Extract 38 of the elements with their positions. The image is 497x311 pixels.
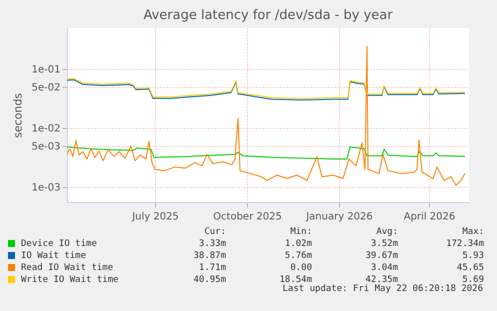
- text: 3.52m: [370, 238, 398, 250]
- text: 18.54m: [278, 274, 312, 285]
- legend-label: Write IO Wait time: [20, 274, 120, 286]
- text: Max:: [461, 226, 484, 238]
- text: Min:: [289, 226, 312, 238]
- text: 5.93: [461, 250, 484, 262]
- line-series: [67, 46, 466, 186]
- text: 45.65: [456, 262, 484, 274]
- text: 3.33m: [198, 238, 226, 250]
- text: 5.69: [461, 274, 484, 285]
- y-tick-label: 1e-01: [32, 64, 60, 76]
- text: 0.00: [289, 262, 312, 274]
- x-tick-label: October 2025: [213, 212, 282, 222]
- text: 40.95m: [192, 274, 226, 286]
- text: 39.67m: [364, 250, 398, 262]
- chart-title: Average latency for /dev/sda - by year: [143, 8, 394, 23]
- y-tick-label: 5e-03: [32, 141, 60, 152]
- text: 172.34m: [445, 238, 484, 250]
- text: 1.71m: [198, 262, 226, 274]
- legend-label: IO Wait time: [20, 250, 88, 262]
- y-axis-title: seconds: [12, 92, 25, 138]
- text: Cur:: [203, 226, 226, 238]
- y-tick-label: 1e-02: [32, 124, 60, 135]
- x-tick-label: April 2026: [404, 212, 456, 222]
- y-tick-label: 5e-02: [32, 82, 60, 94]
- legend-label: Read IO Wait time: [20, 262, 114, 274]
- legend-label: Device IO time: [20, 238, 98, 250]
- y-tick-label: 1e-03: [32, 182, 60, 194]
- text: 42.35m: [365, 274, 398, 285]
- x-tick-label: January 2026: [305, 212, 373, 222]
- text: Avg:: [375, 226, 398, 238]
- text: 3.04m: [370, 262, 398, 274]
- text: 38.87m: [192, 250, 226, 262]
- line-series: [67, 146, 466, 160]
- text: 1.02m: [284, 238, 312, 250]
- x-tick-label: July 2025: [131, 212, 179, 222]
- text: Last update: Fri May 22 06:20:18 2026: [282, 284, 483, 294]
- text: 5.76m: [284, 250, 312, 262]
